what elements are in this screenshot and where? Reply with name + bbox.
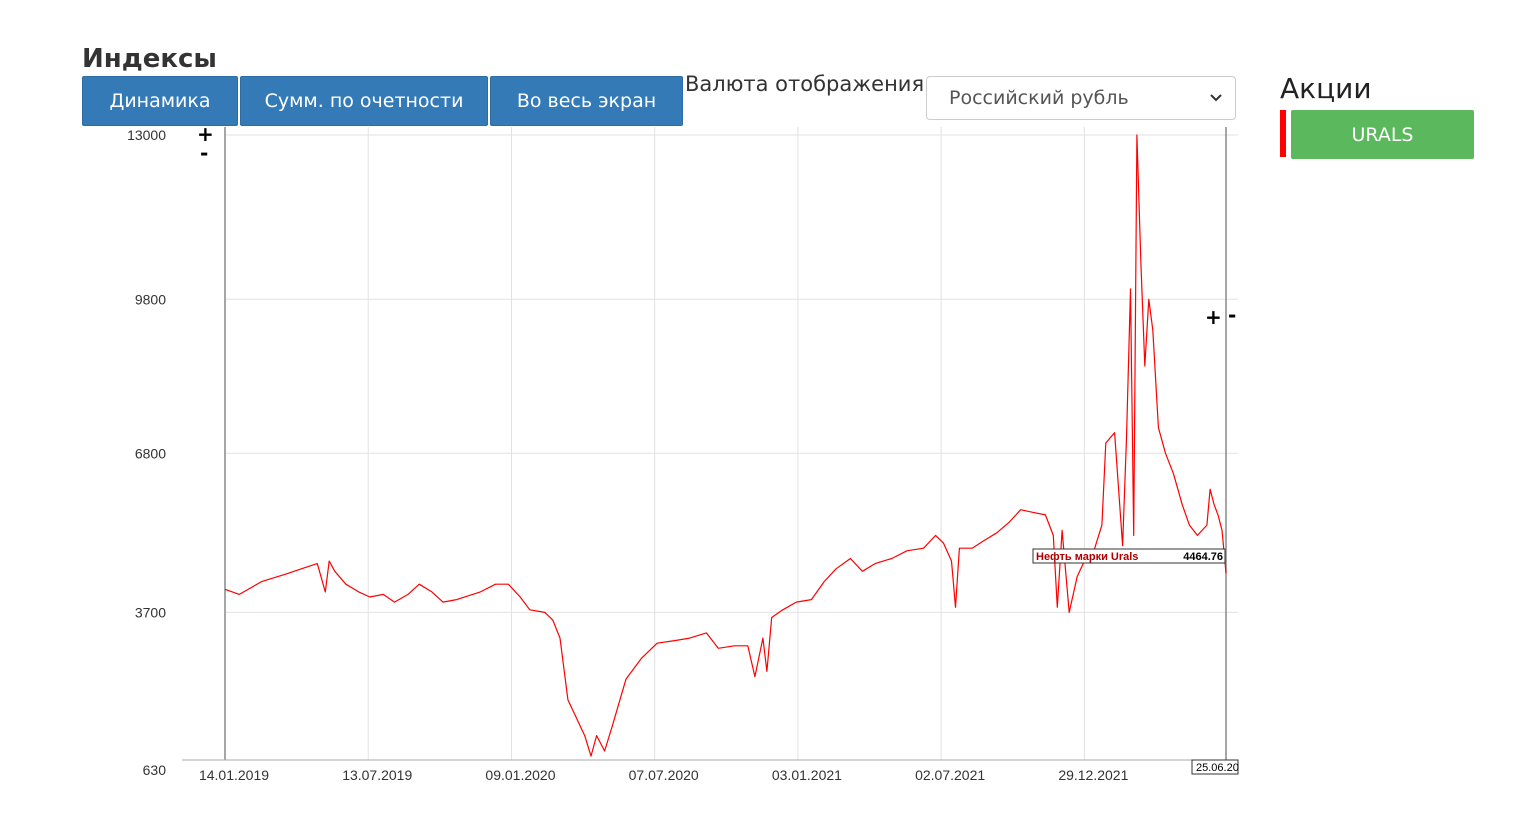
x-zoom-out-button[interactable]: - [1228, 303, 1236, 327]
y-zoom-in-button[interactable]: + [197, 122, 214, 146]
x-tick-label: 14.01.2019 [199, 767, 269, 783]
chevron-down-icon [1210, 94, 1222, 102]
x-tick-label: 13.07.2019 [342, 767, 412, 783]
y-tick-label: 13000 [127, 127, 166, 143]
ticker-urals-button[interactable]: URALS [1291, 110, 1474, 159]
currency-select-value: Российский рубль [949, 87, 1129, 109]
tooltip-value: 4464.76 [1183, 551, 1223, 563]
y-axis-ticks: 630 3700 6800 9800 13000 [127, 127, 166, 778]
tooltip-box [1032, 548, 1226, 564]
sum-by-order-button[interactable]: Сумм. по очетности [240, 76, 488, 126]
stocks-title: Акции [1280, 72, 1372, 105]
y-zoom-out-button[interactable]: - [200, 141, 208, 165]
x-axis-ticks: 14.01.2019 13.07.2019 09.01.2020 07.07.2020… [199, 767, 1129, 783]
fullscreen-button[interactable]: Во весь экран [490, 76, 683, 126]
tooltip-series-name: Нефть марки Urals [1036, 551, 1138, 563]
x-tick-label: 02.07.2021 [915, 767, 985, 783]
chart-grid [225, 127, 1238, 760]
x-tick-label: 03.01.2021 [772, 767, 842, 783]
x-tick-label: 09.01.2020 [485, 767, 555, 783]
page-title: Индексы [82, 44, 217, 74]
ticker-color-marker [1280, 110, 1286, 157]
x-tick-label: 07.07.2020 [629, 767, 699, 783]
series-line [224, 134, 1227, 757]
series-urals [224, 134, 1227, 757]
y-tick-label: 9800 [135, 291, 166, 307]
y-tick-label: 6800 [135, 445, 166, 461]
series-tooltip: Нефть марки Urals 4464.76 [1032, 548, 1226, 564]
y-tick-label: 3700 [135, 604, 166, 620]
x-end-label-box [1191, 759, 1239, 775]
y-tick-label: 630 [143, 762, 167, 778]
currency-label: Валюта отображения [685, 72, 925, 96]
dynamics-button[interactable]: Динамика [82, 76, 238, 126]
x-tick-label: 29.12.2021 [1058, 767, 1128, 783]
x-zoom-in-button[interactable]: + [1205, 305, 1222, 329]
x-end-label-text: 25.06.20 [1196, 762, 1239, 774]
x-end-label: 25.06.20 [1191, 759, 1239, 775]
currency-select[interactable]: Российский рубль [926, 76, 1236, 120]
